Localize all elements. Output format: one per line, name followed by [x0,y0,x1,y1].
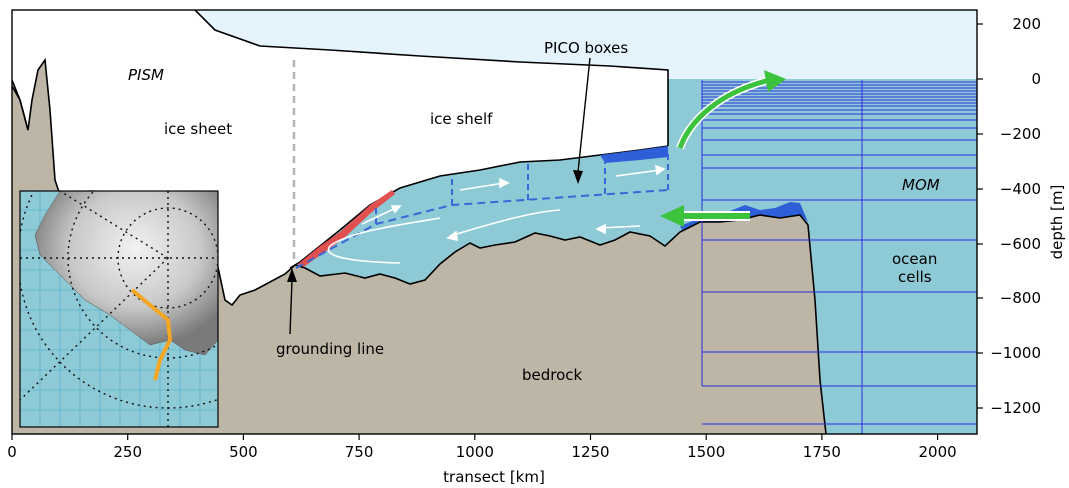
plot-frame [11,9,978,435]
pism-label: PISM [128,66,164,84]
y-axis-title: depth [m] [1048,185,1066,260]
pico-boxes-label: PICO boxes [544,39,628,57]
x-axis-title: transect [km] [443,468,545,486]
ocean-cells-label-1: ocean [892,250,937,268]
y-tick-label: −1000 [990,344,1041,362]
x-tick-label: 2000 [919,443,957,461]
y-tick-label: −1200 [990,399,1041,417]
x-tick-label: 1750 [803,443,841,461]
ice-sheet-label: ice sheet [164,120,232,138]
y-tick-label: −400 [1000,180,1041,198]
x-tick-label: 1250 [571,443,609,461]
refreezing-zone [298,190,395,268]
grounding-line-label: grounding line [276,340,384,358]
ocean-cells-label-2: cells [898,268,932,286]
circulation-arrows [327,164,666,264]
melt-zone-front [600,146,668,163]
y-axis: 200 0 −200 −400 −600 −800 −1000 −1200 [977,15,1041,417]
x-axis: 0 250 500 750 1000 1250 1500 1750 2000 [7,434,957,461]
antarctica-map-inset [19,190,219,428]
atmosphere-region [195,10,977,79]
annotation-pointers [287,57,591,335]
x-tick-label: 0 [7,443,17,461]
x-tick-label: 500 [229,443,258,461]
x-tick-label: 750 [345,443,374,461]
y-tick-label: −800 [1000,289,1041,307]
x-tick-label: 250 [113,443,142,461]
ice-sheet-surface [194,10,669,146]
x-tick-label: 1000 [456,443,494,461]
ice-shelf-label: ice shelf [430,110,493,128]
y-tick-label: −200 [1000,125,1041,143]
bedrock-label: bedrock [522,366,583,384]
y-tick-label: 0 [1031,70,1041,88]
x-tick-label: 1500 [687,443,725,461]
pico-box-boundaries [295,150,669,269]
y-tick-label: 200 [1012,15,1041,33]
y-tick-label: −600 [1000,235,1041,253]
ocean-exchange-arrows [660,70,786,227]
mom-label: MOM [902,176,940,194]
